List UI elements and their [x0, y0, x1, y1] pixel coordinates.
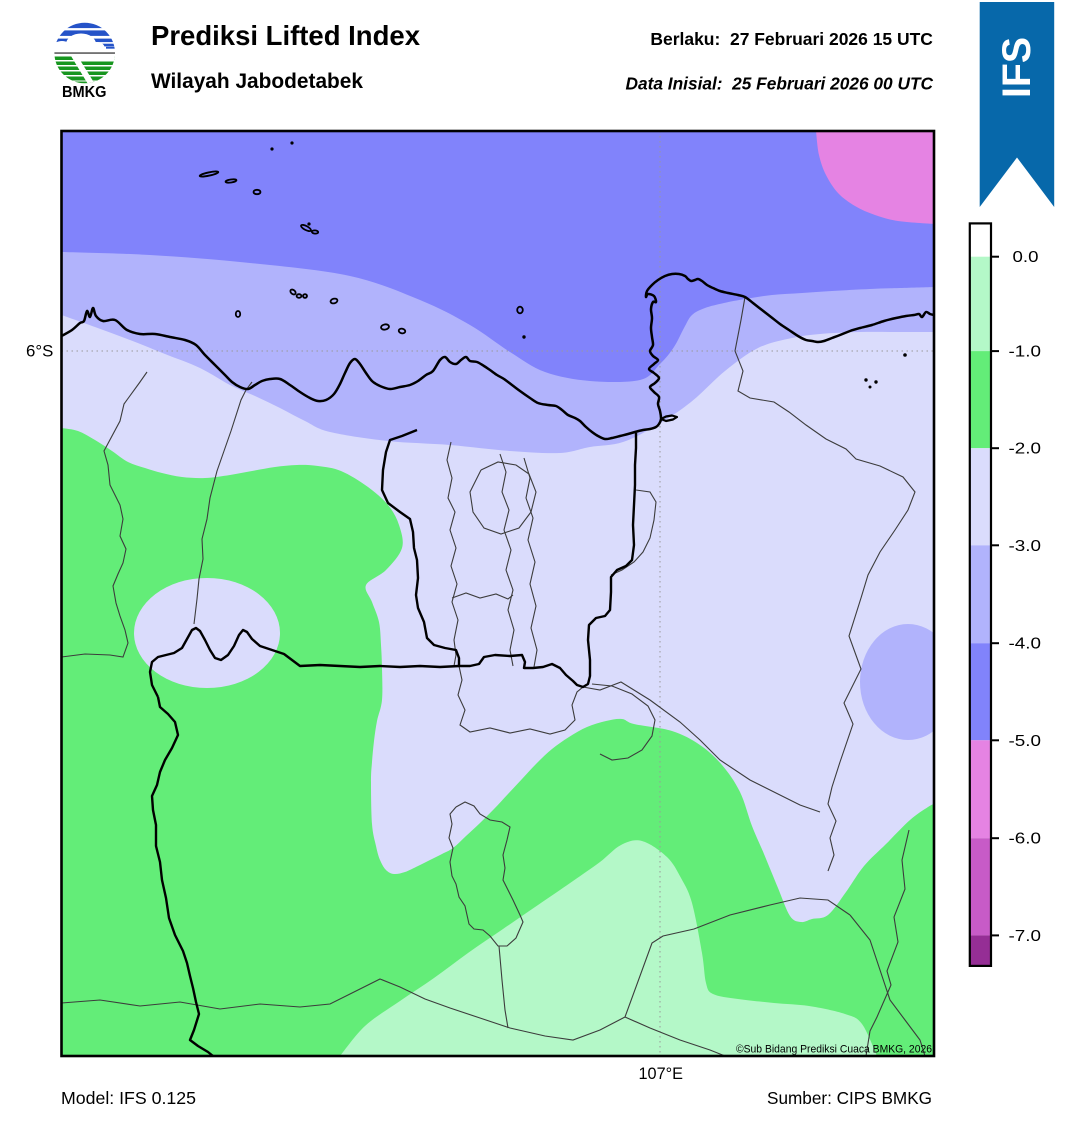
svg-text:Sumber: CIPS BMKG: Sumber: CIPS BMKG — [767, 1088, 932, 1108]
svg-text:IFS: IFS — [995, 37, 1039, 98]
svg-text:-5.0: -5.0 — [1009, 733, 1042, 750]
svg-text:Model: IFS 0.125: Model: IFS 0.125 — [61, 1088, 196, 1108]
svg-text:-6.0: -6.0 — [1009, 831, 1042, 848]
svg-text:-7.0: -7.0 — [1009, 928, 1042, 945]
svg-text:BMKG: BMKG — [62, 84, 107, 101]
svg-text:Wilayah Jabodetabek: Wilayah Jabodetabek — [151, 70, 363, 93]
svg-text:Prediksi Lifted Index: Prediksi Lifted Index — [151, 20, 420, 51]
svg-text:0.0: 0.0 — [1013, 249, 1039, 266]
svg-text:6°S: 6°S — [26, 342, 53, 361]
svg-text:-4.0: -4.0 — [1009, 636, 1042, 653]
svg-text:©Sub Bidang Prediksi Cuaca BMK: ©Sub Bidang Prediksi Cuaca BMKG, 2026 — [736, 1044, 932, 1056]
svg-text:-3.0: -3.0 — [1009, 538, 1042, 555]
svg-text:Data Inisial: 25 Februari 202: Data Inisial: 25 Februari 2026 00 UTC — [626, 73, 934, 93]
svg-text:-2.0: -2.0 — [1009, 441, 1042, 458]
svg-text:107°E: 107°E — [639, 1064, 684, 1083]
svg-text:-1.0: -1.0 — [1009, 344, 1042, 361]
svg-text:Berlaku: 27 Februari 2026 15: Berlaku: 27 Februari 2026 15 UTC — [650, 29, 933, 49]
